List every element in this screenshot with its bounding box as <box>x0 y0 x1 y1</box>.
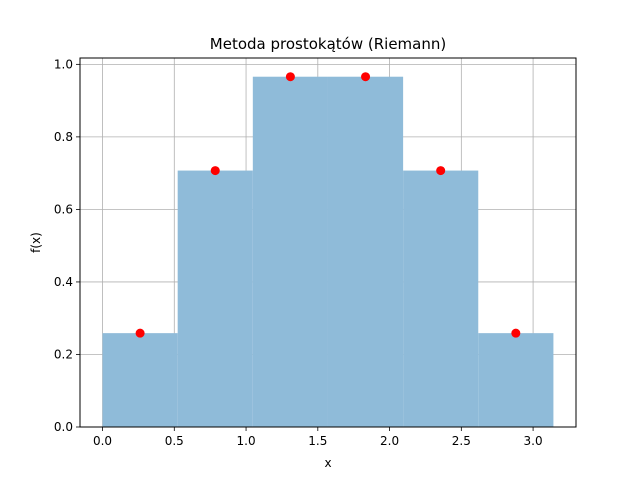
y-tick-label: 0.2 <box>54 347 73 361</box>
data-point <box>361 72 371 82</box>
x-tick-label: 1.0 <box>237 434 256 448</box>
x-tick-label: 1.5 <box>308 434 327 448</box>
y-tick-label: 1.0 <box>54 57 73 71</box>
x-tick-label: 2.0 <box>380 434 399 448</box>
axes-frame <box>79 57 577 428</box>
bar <box>403 170 479 427</box>
data-point <box>511 328 521 338</box>
data-point <box>210 166 220 176</box>
y-tick-label: 0.4 <box>54 275 73 289</box>
x-tick-label: 0.0 <box>93 434 112 448</box>
y-axis-ticks: 0.0 0.2 0.4 0.6 0.8 1.0 <box>54 57 80 434</box>
points <box>135 72 521 338</box>
chart-title: Metoda prostokątów (Riemann) <box>210 35 446 53</box>
bar <box>177 170 253 427</box>
bar <box>478 333 554 427</box>
x-tick-label: 0.5 <box>165 434 184 448</box>
x-axis-label: x <box>324 456 331 470</box>
data-point <box>135 328 145 338</box>
x-tick-label: 3.0 <box>524 434 543 448</box>
bar <box>102 333 178 427</box>
y-tick-label: 0.0 <box>54 420 73 434</box>
y-tick-label: 0.8 <box>54 130 73 144</box>
bar <box>327 76 404 427</box>
y-tick-label: 0.6 <box>54 202 73 216</box>
data-point <box>436 166 446 176</box>
y-axis-label: f(x) <box>29 232 43 253</box>
data-point <box>285 72 295 82</box>
bar <box>252 76 328 427</box>
plot-area: 0.0 0.5 1.0 1.5 2.0 2.5 3.0 0.0 0.2 0.4 0.6 0.8 1.0 <box>54 57 577 448</box>
x-tick-label: 2.5 <box>452 434 471 448</box>
bars <box>102 76 554 427</box>
x-axis-ticks: 0.0 0.5 1.0 1.5 2.0 2.5 3.0 <box>93 427 543 448</box>
